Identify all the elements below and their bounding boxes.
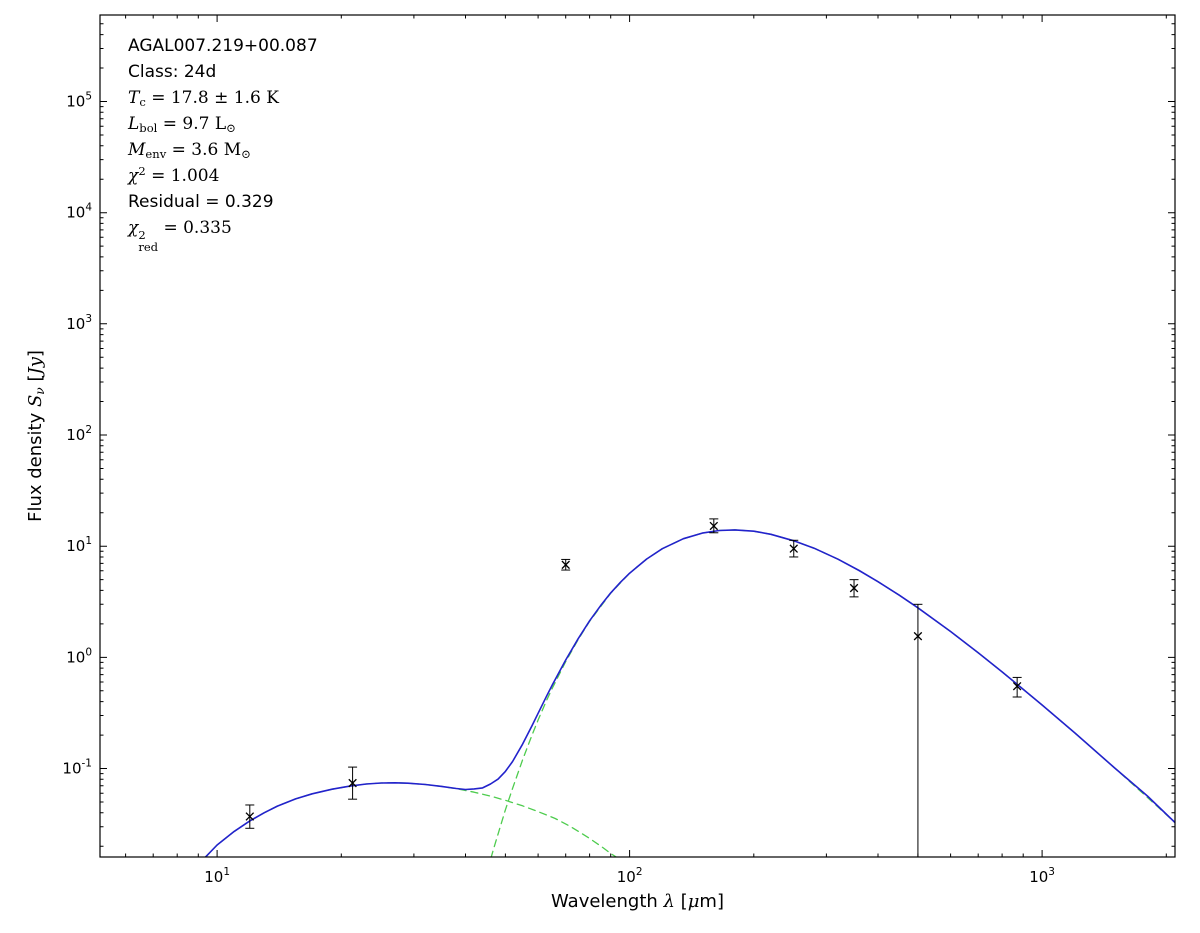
observed-point xyxy=(789,539,799,558)
x-tick-label: 103 xyxy=(1029,866,1055,886)
annotation-line: Residual = 0.329 xyxy=(128,192,274,212)
y-tick-label: 101 xyxy=(66,535,92,555)
y-tick-label: 104 xyxy=(66,202,92,222)
annotation-line: χ2 = 1.004 xyxy=(128,164,220,186)
warm-component-curve xyxy=(204,782,618,857)
y-tick-label: 105 xyxy=(66,91,92,111)
x-marker xyxy=(1012,681,1022,691)
annotation-block: AGAL007.219+00.087 Class: 24d Tc = 17.8 ± … xyxy=(128,33,318,254)
annotation-line: Class: 24d xyxy=(128,62,217,82)
x-marker xyxy=(561,560,570,570)
observed-point xyxy=(709,518,719,534)
y-tick-label: 10-1 xyxy=(62,758,92,778)
y-tick-label: 100 xyxy=(66,646,92,666)
x-tick-label: 102 xyxy=(617,866,643,886)
y-tick-label: 102 xyxy=(66,424,92,444)
annotation-line: Menv = 3.6 M⊙ xyxy=(128,140,251,161)
plot-frame xyxy=(99,14,1176,858)
annotation-line: Tc = 17.8 ± 1.6 K xyxy=(128,88,279,109)
observed-point xyxy=(245,804,255,829)
observed-point xyxy=(1012,676,1022,698)
axis-ticks xyxy=(100,15,1175,857)
x-marker xyxy=(348,778,357,788)
x-marker xyxy=(789,544,799,553)
annotation-line: χ 2 red = 0.335 xyxy=(128,218,232,255)
y-tick-label: 103 xyxy=(66,313,92,333)
x-marker xyxy=(849,583,859,593)
model-total-curve xyxy=(204,529,1175,857)
observed-point xyxy=(849,579,859,598)
sup-sub-stack: 2 red xyxy=(138,228,159,255)
model-curves xyxy=(204,529,1175,857)
x-tick-label: 101 xyxy=(204,866,230,886)
observed-point xyxy=(913,603,923,857)
observations xyxy=(245,518,1022,857)
y-axis-label: Flux density Sν [Jy] xyxy=(25,350,48,522)
observed-point xyxy=(561,558,571,571)
annotation-line: AGAL007.219+00.087 xyxy=(128,36,318,56)
x-marker xyxy=(709,521,719,531)
x-axis-label: Wavelength λ [μm] xyxy=(551,891,724,912)
x-marker xyxy=(245,812,255,821)
observed-point xyxy=(348,766,358,800)
annotation-line: Lbol = 9.7 L⊙ xyxy=(128,114,236,135)
x-marker xyxy=(913,631,923,641)
cold-component-curve xyxy=(490,529,1175,857)
